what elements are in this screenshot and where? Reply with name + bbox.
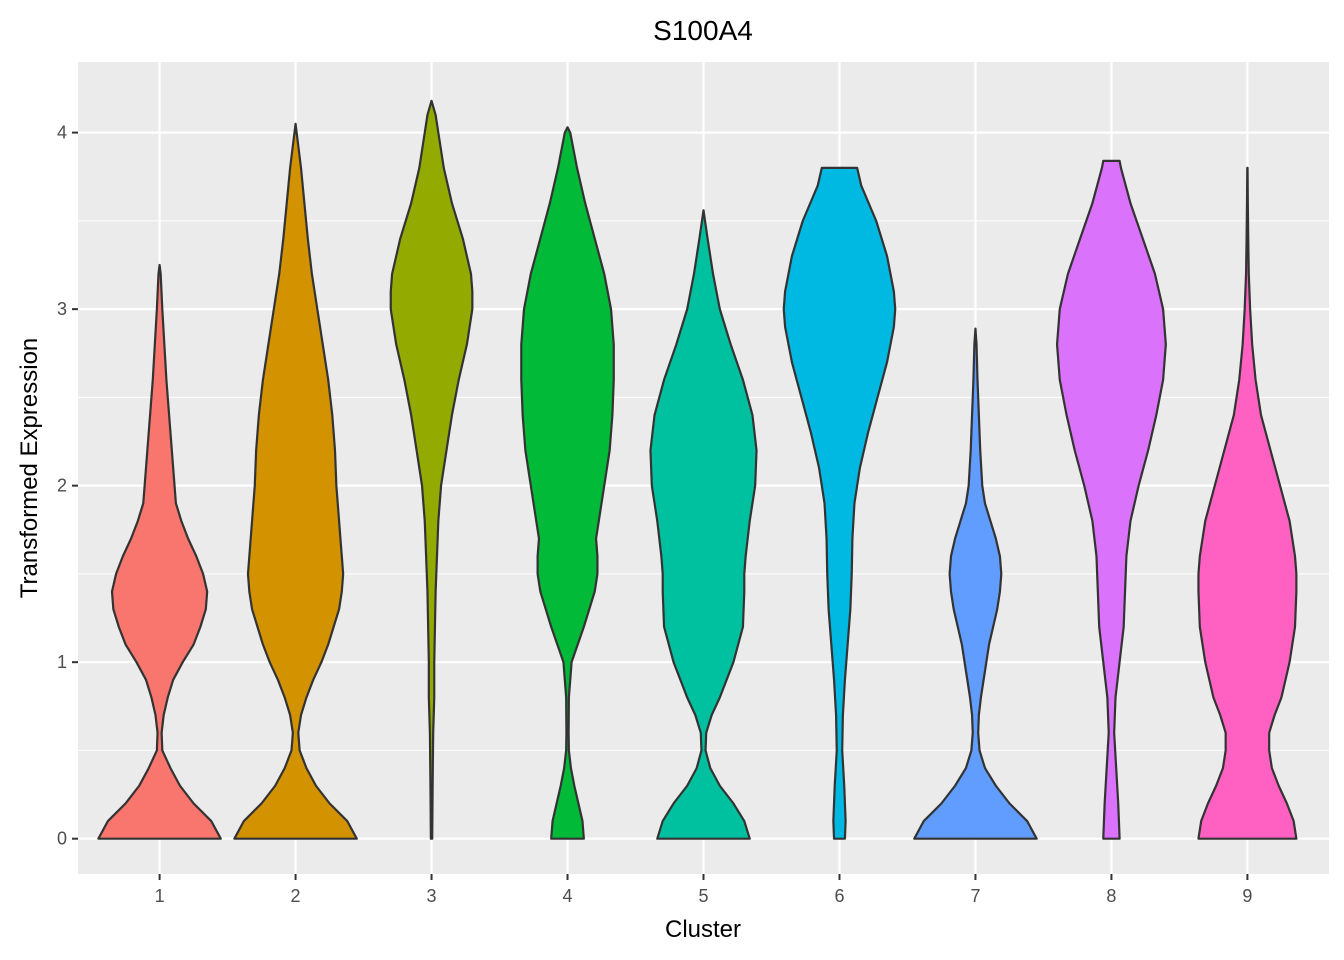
x-tick-label: 6 (834, 886, 844, 906)
violin-cluster-9 (1197, 166, 1298, 840)
x-tick-label: 4 (563, 886, 573, 906)
violins (97, 99, 1298, 840)
x-tick-label: 9 (1242, 886, 1252, 906)
y-tick-label: 2 (57, 476, 67, 496)
x-axis: 1 2 3 4 5 6 7 8 9 (155, 874, 1252, 906)
x-tick-label: 8 (1106, 886, 1116, 906)
x-tick-label: 1 (155, 886, 165, 906)
violin-cluster-3 (389, 99, 474, 840)
y-tick-label: 3 (57, 299, 67, 319)
chart-title: S100A4 (653, 15, 753, 46)
y-axis-title: Transformed Expression (16, 338, 43, 599)
x-tick-label: 3 (427, 886, 437, 906)
violin-cluster-4 (520, 126, 615, 840)
violin-cluster-6 (782, 166, 897, 840)
x-tick-label: 7 (970, 886, 980, 906)
x-tick-label: 5 (698, 886, 708, 906)
violin-cluster-5 (649, 209, 758, 840)
violin-cluster-8 (1055, 159, 1167, 840)
y-axis: 0 1 2 3 4 (57, 123, 78, 849)
violin-cluster-2 (233, 122, 358, 840)
violin-cluster-1 (97, 263, 222, 840)
y-tick-label: 1 (57, 652, 67, 672)
x-axis-title: Cluster (665, 916, 741, 943)
y-tick-label: 0 (57, 829, 67, 849)
x-tick-label: 2 (291, 886, 301, 906)
violin-cluster-7 (913, 327, 1038, 840)
y-tick-label: 4 (57, 123, 67, 143)
